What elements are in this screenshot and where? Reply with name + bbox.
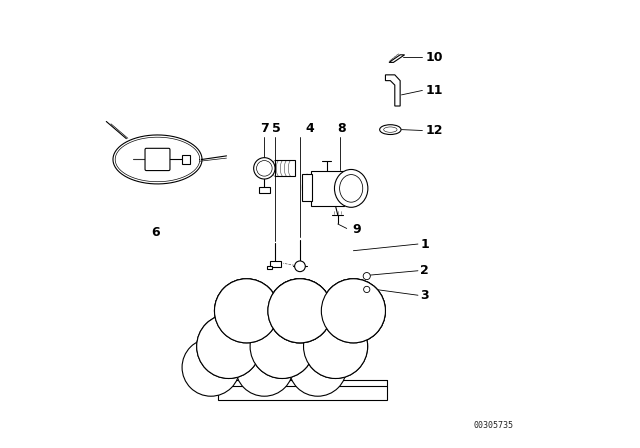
Polygon shape	[318, 319, 371, 338]
Ellipse shape	[321, 279, 385, 343]
Ellipse shape	[268, 279, 332, 343]
Ellipse shape	[196, 314, 260, 379]
Ellipse shape	[236, 339, 293, 396]
Text: 8: 8	[337, 122, 346, 135]
Ellipse shape	[303, 314, 367, 379]
Ellipse shape	[214, 279, 278, 343]
Bar	[182, 155, 190, 164]
Ellipse shape	[289, 339, 347, 396]
Text: 3: 3	[420, 289, 429, 302]
Bar	[259, 188, 269, 193]
Ellipse shape	[253, 158, 275, 179]
Ellipse shape	[268, 279, 332, 343]
Bar	[267, 266, 272, 269]
Ellipse shape	[214, 279, 278, 343]
Text: 1: 1	[420, 237, 429, 250]
Polygon shape	[273, 295, 274, 327]
Ellipse shape	[196, 314, 260, 379]
Ellipse shape	[257, 160, 272, 176]
Ellipse shape	[382, 126, 399, 133]
Polygon shape	[264, 319, 317, 338]
Text: 00305735: 00305735	[474, 421, 514, 430]
Circle shape	[363, 272, 371, 280]
Ellipse shape	[250, 314, 314, 379]
Text: 11: 11	[425, 84, 443, 97]
Bar	[269, 261, 281, 267]
Ellipse shape	[340, 175, 363, 202]
Ellipse shape	[335, 169, 368, 207]
Ellipse shape	[182, 339, 240, 396]
Bar	[302, 174, 312, 201]
Circle shape	[364, 286, 370, 293]
Polygon shape	[218, 386, 387, 400]
Text: 4: 4	[306, 122, 315, 135]
Ellipse shape	[268, 279, 332, 343]
FancyBboxPatch shape	[145, 148, 170, 171]
Polygon shape	[211, 319, 264, 338]
Text: 5: 5	[272, 122, 281, 135]
Text: 7: 7	[260, 122, 269, 135]
Ellipse shape	[268, 279, 332, 343]
Ellipse shape	[383, 127, 397, 132]
Ellipse shape	[303, 314, 367, 379]
Text: 12: 12	[425, 124, 443, 137]
Ellipse shape	[214, 279, 278, 343]
Polygon shape	[385, 75, 400, 106]
Text: 9: 9	[352, 223, 361, 236]
Polygon shape	[389, 55, 404, 62]
Text: 10: 10	[425, 51, 443, 64]
Polygon shape	[326, 295, 327, 327]
Ellipse shape	[321, 279, 385, 343]
Text: 2: 2	[420, 264, 429, 277]
Bar	[311, 172, 344, 206]
Circle shape	[294, 261, 305, 271]
Bar	[275, 160, 295, 177]
Ellipse shape	[380, 125, 401, 134]
Text: 6: 6	[151, 226, 159, 239]
Ellipse shape	[321, 279, 385, 343]
Ellipse shape	[250, 314, 314, 379]
